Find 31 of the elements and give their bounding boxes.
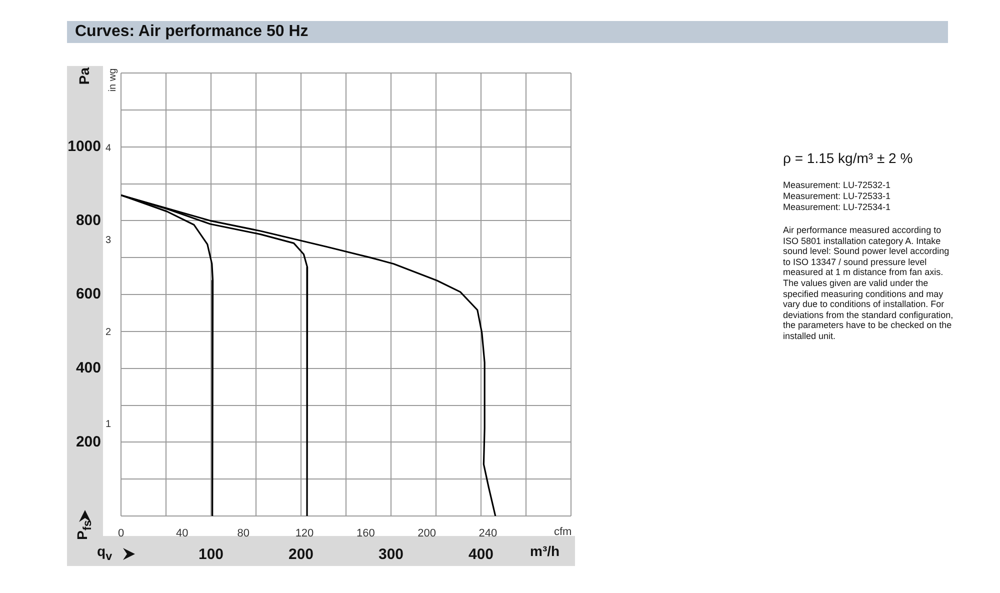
x2-tick-label: 160 xyxy=(356,528,375,540)
y-tick-label: 1000 xyxy=(68,138,101,155)
x2-tick-label: 240 xyxy=(478,528,498,540)
y2-tick-label: 4 xyxy=(105,143,112,154)
text: Measurement: LU-72532-1 xyxy=(783,180,892,191)
y-tick-label: 200 xyxy=(76,433,101,450)
x-tick-label: 300 xyxy=(378,546,404,564)
x2-tick-label: 200 xyxy=(418,528,436,540)
x-tick-label: 100 xyxy=(198,546,224,564)
y2-tick-label: 3 xyxy=(105,235,112,246)
x-axis-title: m³/h xyxy=(530,543,560,559)
chart-title: Curves: Air performance 50 Hz xyxy=(67,21,948,43)
x2-tick-label: 80 xyxy=(237,528,250,540)
x2-axis-title: cfm xyxy=(554,526,572,538)
y-tick-label: 400 xyxy=(76,359,101,376)
text: Air performance measured according to ISO 5801 installation category A. Intake sound level: Sound power level according to ISO 13347 / sound pressure level measured at 1 m distance from fan axis. The values given are valid under the specified measuring conditions and may vary due to conditions of installation. For deviations from the standard configuration, the parameters have to be checked on the installed unit. xyxy=(783,225,954,341)
y2-tick-label: 2 xyxy=(105,326,112,338)
x-tick-label: 400 xyxy=(468,546,494,564)
y2-tick-label: 1 xyxy=(105,418,112,430)
y-axis-title: Pa xyxy=(76,67,92,85)
text: q$_{v}$ xyxy=(97,543,112,563)
x2-tick-label: 40 xyxy=(176,528,188,540)
x2-tick-label: 120 xyxy=(295,528,314,540)
x-tick-label: 200 xyxy=(288,546,314,564)
text: Measurement: LU-72534-1 xyxy=(783,202,892,213)
x2-tick-label: 0 xyxy=(118,528,124,540)
text: ρ = 1.15 kg/m³ ± 2 % xyxy=(783,150,914,166)
text: Measurement: LU-72533-1 xyxy=(783,191,892,202)
y-tick-label: 800 xyxy=(76,212,101,229)
y-tick-label: 600 xyxy=(76,286,101,303)
y2-axis-title: in wg xyxy=(108,68,118,92)
